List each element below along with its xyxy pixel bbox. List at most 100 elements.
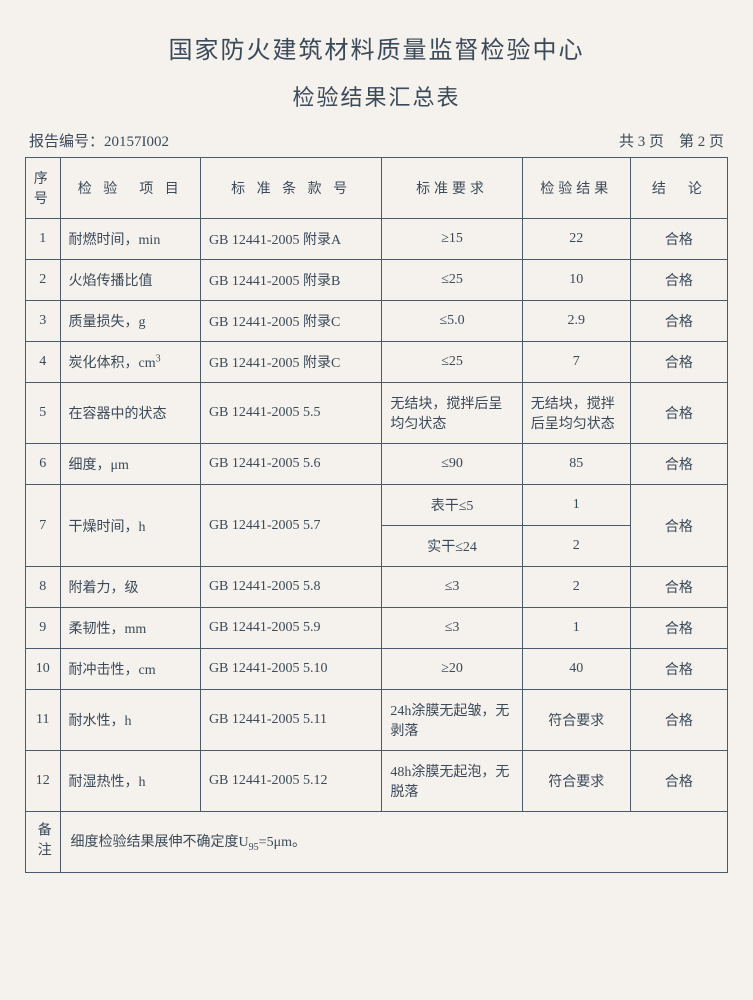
cell-item: 柔韧性，mm bbox=[60, 608, 200, 649]
cell-std: GB 12441-2005 附录A bbox=[200, 219, 381, 260]
cell-res: 符合要求 bbox=[522, 751, 630, 812]
cell-req: ≤3 bbox=[382, 608, 522, 649]
page-info: 共 3 页 第 2 页 bbox=[619, 130, 724, 151]
cell-std: GB 12441-2005 附录C bbox=[200, 342, 381, 383]
report-label: 报告编号： bbox=[29, 134, 104, 150]
table-row: 8附着力，级GB 12441-2005 5.8≤32合格 bbox=[26, 567, 728, 608]
table-row: 9柔韧性，mmGB 12441-2005 5.9≤31合格 bbox=[26, 608, 728, 649]
org-title: 国家防火建筑材料质量监督检验中心 bbox=[25, 30, 728, 65]
table-row: 7干燥时间，hGB 12441-2005 5.7表干≤51合格 bbox=[26, 485, 728, 526]
cell-con: 合格 bbox=[630, 219, 727, 260]
note-text: 细度检验结果展伸不确定度U95=5μm。 bbox=[60, 812, 727, 873]
cell-con: 合格 bbox=[630, 567, 727, 608]
cell-res: 符合要求 bbox=[522, 690, 630, 751]
cell-seq: 2 bbox=[26, 260, 61, 301]
cell-std: GB 12441-2005 5.12 bbox=[200, 751, 381, 812]
cell-seq: 7 bbox=[26, 485, 61, 567]
note-label: 备注 bbox=[26, 812, 61, 873]
cell-con: 合格 bbox=[630, 649, 727, 690]
table-row: 1耐燃时间，minGB 12441-2005 附录A≥1522合格 bbox=[26, 219, 728, 260]
col-std: 标 准 条 款 号 bbox=[200, 158, 381, 219]
cell-std: GB 12441-2005 附录B bbox=[200, 260, 381, 301]
cell-seq: 5 bbox=[26, 383, 61, 444]
report-no: 20157I002 bbox=[104, 134, 169, 150]
cell-res: 无结块，搅拌后呈均匀状态 bbox=[522, 383, 630, 444]
note-row: 备注细度检验结果展伸不确定度U95=5μm。 bbox=[26, 812, 728, 873]
cell-req: 24h涂膜无起皱，无剥落 bbox=[382, 690, 522, 751]
cell-std: GB 12441-2005 5.5 bbox=[200, 383, 381, 444]
cell-req: ≤90 bbox=[382, 444, 522, 485]
cell-res: 10 bbox=[522, 260, 630, 301]
table-row: 3质量损失，gGB 12441-2005 附录C≤5.02.9合格 bbox=[26, 301, 728, 342]
table-row: 4炭化体积，cm3GB 12441-2005 附录C≤257合格 bbox=[26, 342, 728, 383]
table-row: 2火焰传播比值GB 12441-2005 附录B≤2510合格 bbox=[26, 260, 728, 301]
cell-std: GB 12441-2005 附录C bbox=[200, 301, 381, 342]
cell-res: 85 bbox=[522, 444, 630, 485]
cell-con: 合格 bbox=[630, 608, 727, 649]
col-item: 检 验 项 目 bbox=[60, 158, 200, 219]
table-row: 11耐水性，hGB 12441-2005 5.1124h涂膜无起皱，无剥落符合要… bbox=[26, 690, 728, 751]
cell-res: 22 bbox=[522, 219, 630, 260]
cell-seq: 6 bbox=[26, 444, 61, 485]
cell-std: GB 12441-2005 5.6 bbox=[200, 444, 381, 485]
cell-res: 7 bbox=[522, 342, 630, 383]
cell-req: ≤25 bbox=[382, 260, 522, 301]
cell-std: GB 12441-2005 5.10 bbox=[200, 649, 381, 690]
doc-title: 检验结果汇总表 bbox=[25, 80, 728, 112]
cell-req: ≤25 bbox=[382, 342, 522, 383]
cell-item: 耐燃时间，min bbox=[60, 219, 200, 260]
cell-req: 表干≤5 bbox=[382, 485, 522, 526]
cell-std: GB 12441-2005 5.8 bbox=[200, 567, 381, 608]
cell-req: 无结块，搅拌后呈均匀状态 bbox=[382, 383, 522, 444]
col-res: 检验结果 bbox=[522, 158, 630, 219]
cell-item: 火焰传播比值 bbox=[60, 260, 200, 301]
cell-seq: 4 bbox=[26, 342, 61, 383]
results-table: 序号 检 验 项 目 标 准 条 款 号 标准要求 检验结果 结 论 1耐燃时间… bbox=[25, 157, 728, 873]
cell-seq: 11 bbox=[26, 690, 61, 751]
cell-item: 耐冲击性，cm bbox=[60, 649, 200, 690]
cell-res: 2 bbox=[522, 567, 630, 608]
col-con: 结 论 bbox=[630, 158, 727, 219]
cell-req: 48h涂膜无起泡，无脱落 bbox=[382, 751, 522, 812]
report-number: 报告编号：20157I002 bbox=[29, 130, 169, 151]
cell-item: 附着力，级 bbox=[60, 567, 200, 608]
cell-res: 2.9 bbox=[522, 301, 630, 342]
table-header-row: 序号 检 验 项 目 标 准 条 款 号 标准要求 检验结果 结 论 bbox=[26, 158, 728, 219]
cell-con: 合格 bbox=[630, 383, 727, 444]
col-req: 标准要求 bbox=[382, 158, 522, 219]
table-row: 6细度，μmGB 12441-2005 5.6≤9085合格 bbox=[26, 444, 728, 485]
cell-con: 合格 bbox=[630, 751, 727, 812]
cell-seq: 8 bbox=[26, 567, 61, 608]
table-row: 12耐湿热性，hGB 12441-2005 5.1248h涂膜无起泡，无脱落符合… bbox=[26, 751, 728, 812]
cell-con: 合格 bbox=[630, 485, 727, 567]
cell-res: 2 bbox=[522, 526, 630, 567]
cell-seq: 1 bbox=[26, 219, 61, 260]
cell-req: ≥15 bbox=[382, 219, 522, 260]
cell-seq: 3 bbox=[26, 301, 61, 342]
cell-std: GB 12441-2005 5.9 bbox=[200, 608, 381, 649]
cell-seq: 9 bbox=[26, 608, 61, 649]
col-seq: 序号 bbox=[26, 158, 61, 219]
cell-req: 实干≤24 bbox=[382, 526, 522, 567]
cell-seq: 12 bbox=[26, 751, 61, 812]
cell-item: 炭化体积，cm3 bbox=[60, 342, 200, 383]
cell-res: 1 bbox=[522, 485, 630, 526]
table-row: 10耐冲击性，cmGB 12441-2005 5.10≥2040合格 bbox=[26, 649, 728, 690]
cell-res: 1 bbox=[522, 608, 630, 649]
cell-con: 合格 bbox=[630, 260, 727, 301]
cell-item: 细度，μm bbox=[60, 444, 200, 485]
cell-item: 质量损失，g bbox=[60, 301, 200, 342]
cell-req: ≤5.0 bbox=[382, 301, 522, 342]
table-row: 5在容器中的状态GB 12441-2005 5.5无结块，搅拌后呈均匀状态无结块… bbox=[26, 383, 728, 444]
cell-con: 合格 bbox=[630, 301, 727, 342]
cell-item: 在容器中的状态 bbox=[60, 383, 200, 444]
cell-req: ≤3 bbox=[382, 567, 522, 608]
cell-std: GB 12441-2005 5.11 bbox=[200, 690, 381, 751]
cell-con: 合格 bbox=[630, 342, 727, 383]
cell-seq: 10 bbox=[26, 649, 61, 690]
cell-item: 耐水性，h bbox=[60, 690, 200, 751]
meta-row: 报告编号：20157I002 共 3 页 第 2 页 bbox=[25, 130, 728, 151]
cell-item: 干燥时间，h bbox=[60, 485, 200, 567]
cell-con: 合格 bbox=[630, 690, 727, 751]
cell-req: ≥20 bbox=[382, 649, 522, 690]
